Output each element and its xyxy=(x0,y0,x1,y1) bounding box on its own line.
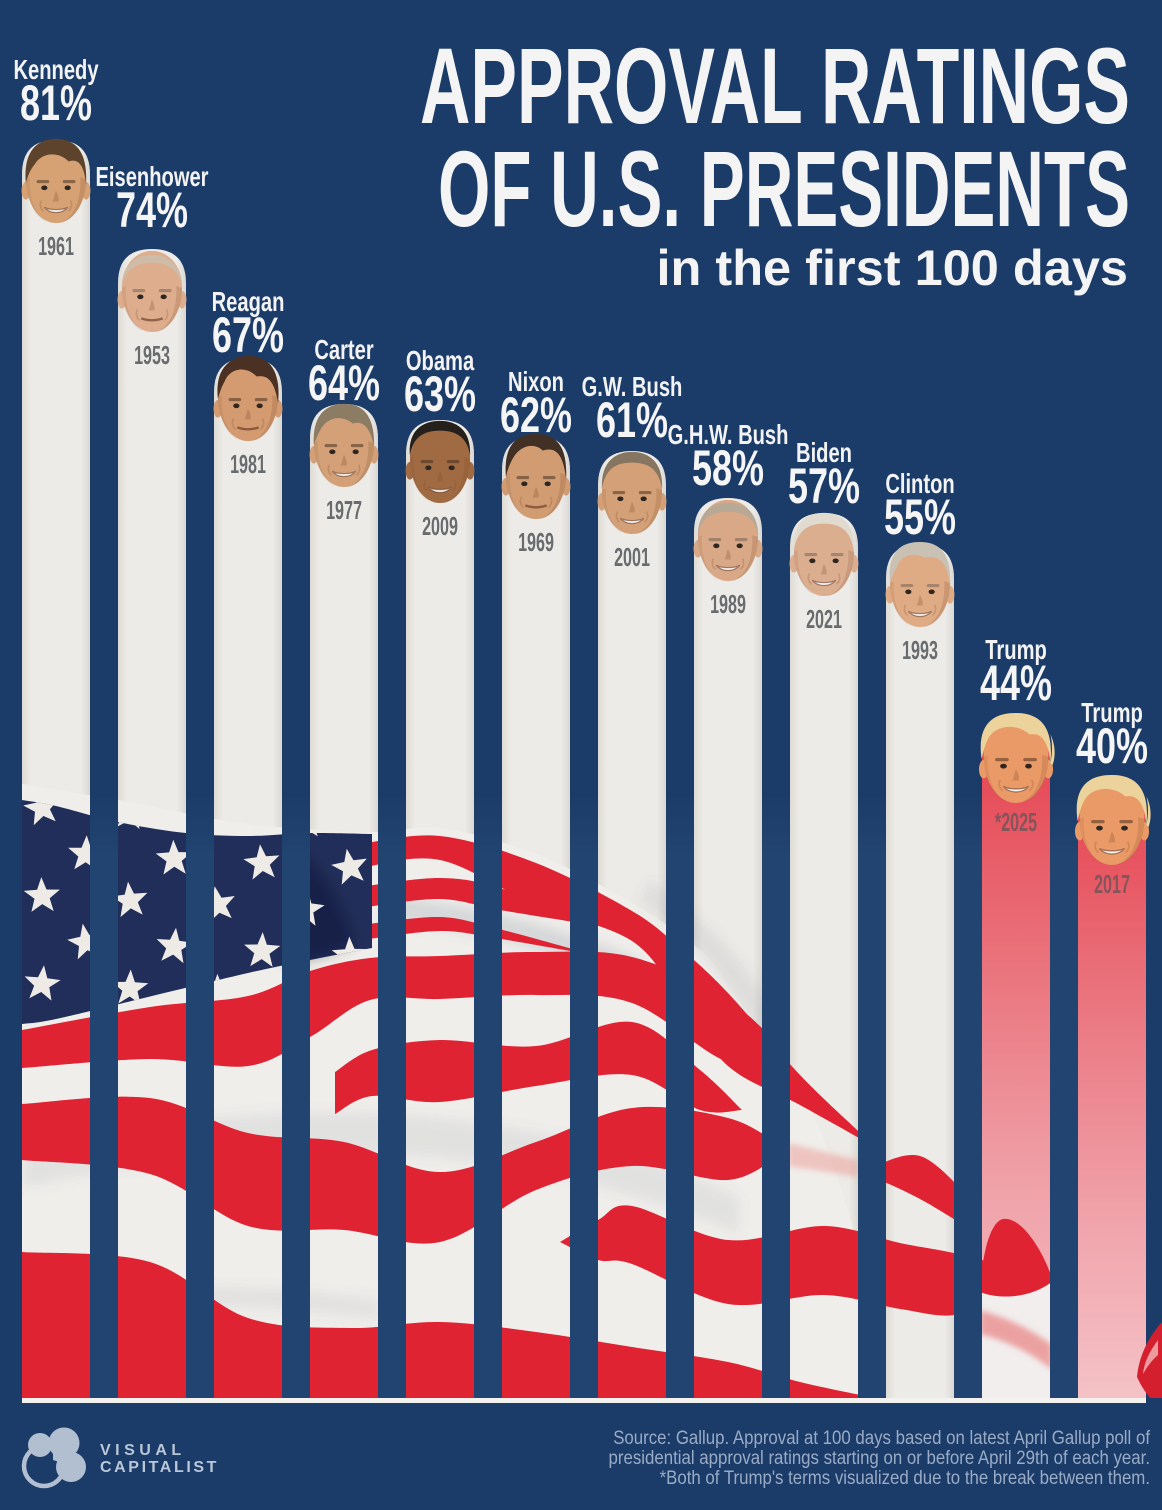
svg-text:Reagan: Reagan xyxy=(212,287,285,318)
svg-text:G.W. Bush: G.W. Bush xyxy=(582,372,683,403)
svg-text:1953: 1953 xyxy=(134,340,170,370)
svg-text:OF U.S. PRESIDENTS: OF U.S. PRESIDENTS xyxy=(438,130,1130,250)
svg-text:1961: 1961 xyxy=(38,231,74,261)
svg-text:57%: 57% xyxy=(788,459,860,514)
svg-text:presidential approval ratings: presidential approval ratings starting o… xyxy=(609,1447,1150,1468)
svg-text:G.H.W. Bush: G.H.W. Bush xyxy=(668,420,789,451)
svg-text:Source: Gallup. Approval at 10: Source: Gallup. Approval at 100 days bas… xyxy=(613,1427,1151,1448)
svg-text:40%: 40% xyxy=(1076,719,1148,774)
svg-text:Carter: Carter xyxy=(314,335,374,366)
svg-text:Clinton: Clinton xyxy=(885,469,954,500)
svg-text:Eisenhower: Eisenhower xyxy=(95,162,208,193)
svg-text:*Both of Trump's terms visuali: *Both of Trump's terms visualized due to… xyxy=(660,1467,1150,1488)
svg-text:1981: 1981 xyxy=(230,449,266,479)
svg-text:55%: 55% xyxy=(884,490,956,545)
svg-text:44%: 44% xyxy=(980,656,1052,711)
svg-text:2001: 2001 xyxy=(614,542,650,572)
svg-text:APPROVAL RATINGS: APPROVAL RATINGS xyxy=(420,27,1130,147)
svg-text:Kennedy: Kennedy xyxy=(13,55,98,86)
svg-text:81%: 81% xyxy=(20,76,92,131)
svg-text:64%: 64% xyxy=(308,356,380,411)
svg-text:1993: 1993 xyxy=(902,635,938,665)
svg-text:1977: 1977 xyxy=(326,495,362,525)
svg-text:58%: 58% xyxy=(692,441,764,496)
svg-text:2017: 2017 xyxy=(1094,869,1130,899)
svg-text:CAPITALIST: CAPITALIST xyxy=(100,1459,219,1476)
svg-text:Trump: Trump xyxy=(1081,698,1143,729)
svg-text:62%: 62% xyxy=(500,388,572,443)
svg-text:61%: 61% xyxy=(596,393,668,448)
svg-text:Nixon: Nixon xyxy=(508,367,564,398)
svg-text:2021: 2021 xyxy=(806,604,842,634)
svg-text:67%: 67% xyxy=(212,308,284,363)
svg-text:2009: 2009 xyxy=(422,511,458,541)
svg-text:Trump: Trump xyxy=(985,635,1047,666)
svg-text:*2025: *2025 xyxy=(995,807,1037,837)
svg-text:in the first 100 days: in the first 100 days xyxy=(656,240,1128,296)
svg-text:74%: 74% xyxy=(116,183,188,238)
svg-text:Obama: Obama xyxy=(406,346,475,377)
svg-text:1969: 1969 xyxy=(518,527,554,557)
svg-text:Biden: Biden xyxy=(796,438,852,469)
svg-text:VISUAL: VISUAL xyxy=(100,1442,186,1459)
svg-text:1989: 1989 xyxy=(710,589,746,619)
svg-text:63%: 63% xyxy=(404,367,476,422)
